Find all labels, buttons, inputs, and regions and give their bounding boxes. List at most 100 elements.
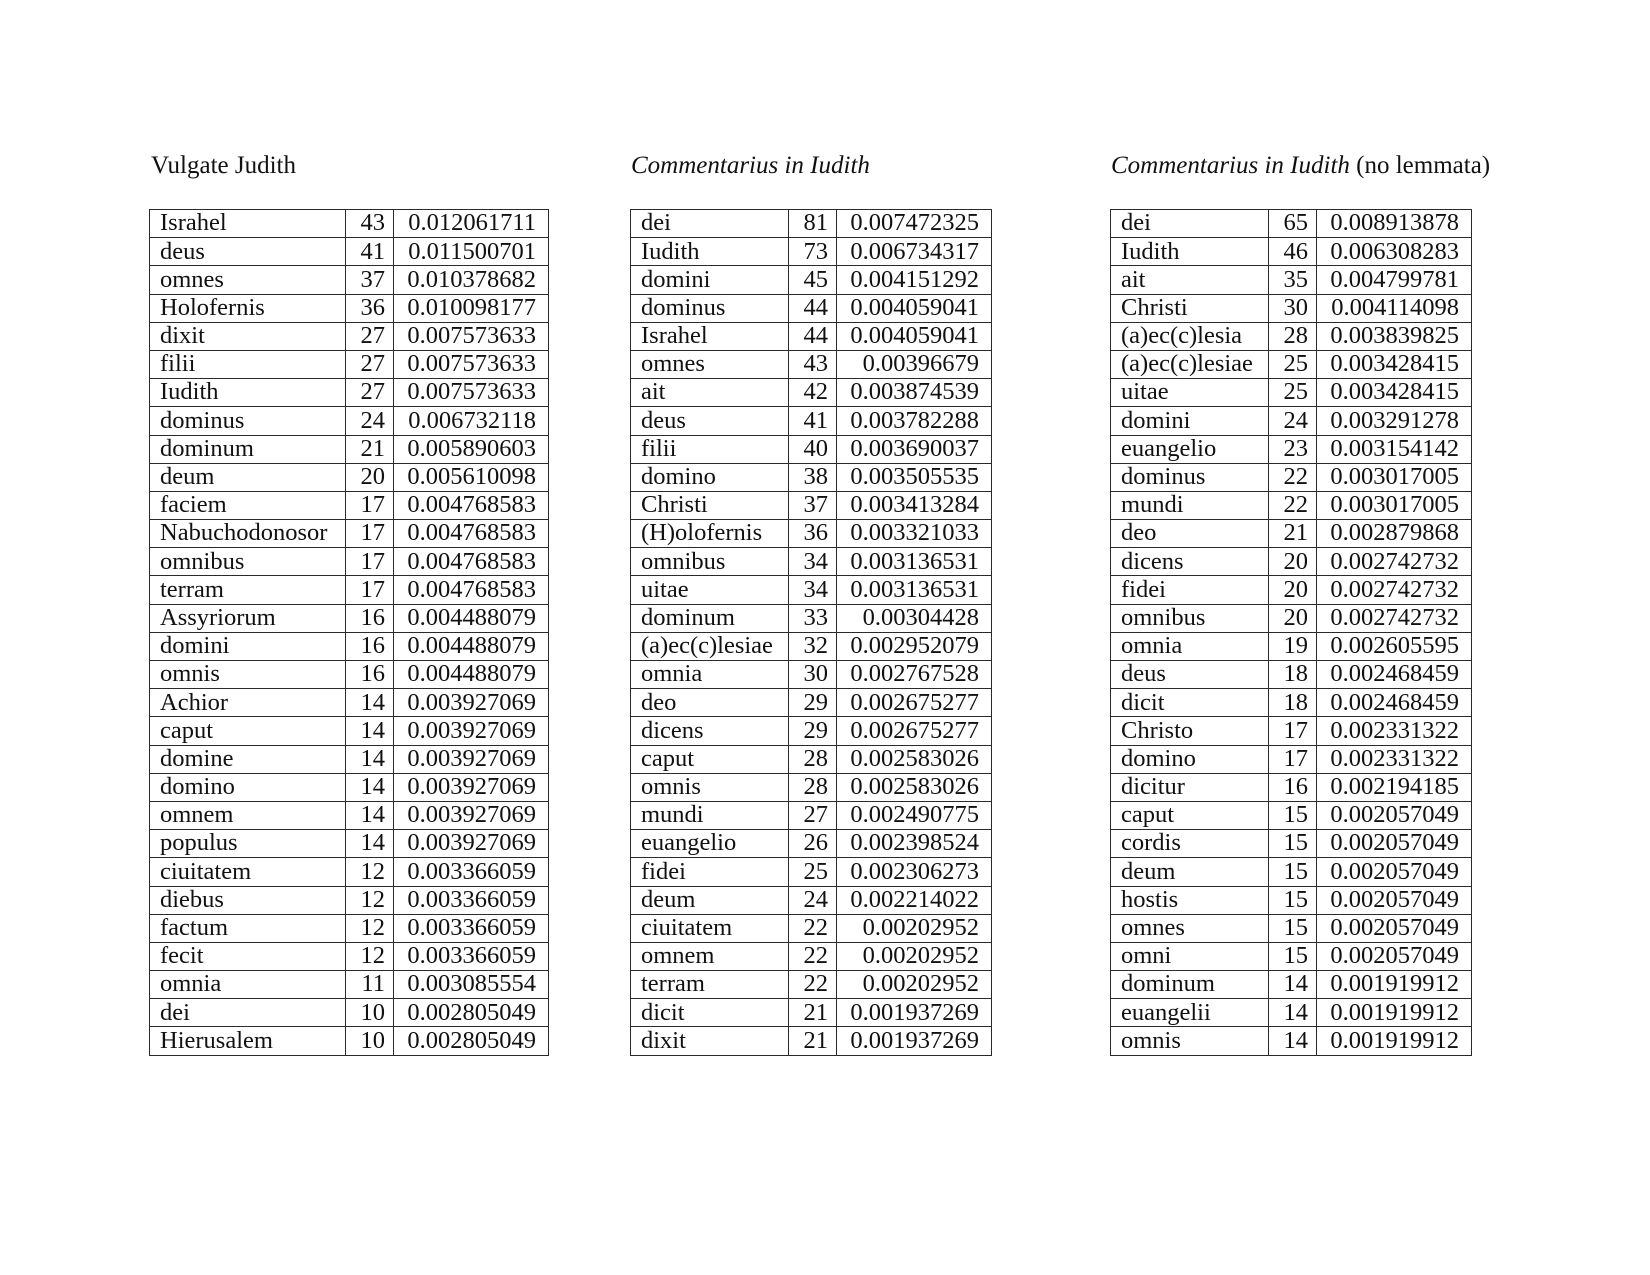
word-cell: Israhel <box>149 208 346 239</box>
frequency-cell: 0.003927069 <box>393 772 549 802</box>
frequency-cell: 0.003927069 <box>393 744 549 774</box>
frequency-cell: 0.007573633 <box>393 349 549 380</box>
frequency-cell: 0.003017005 <box>1316 490 1472 521</box>
word-cell: omnem <box>149 800 346 831</box>
table-row: omni 15 0.002057049 <box>1110 941 1472 972</box>
table-row: deo 21 0.002879868 <box>1110 519 1472 549</box>
count-cell: 44 <box>788 321 837 351</box>
count-cell: 32 <box>788 631 837 662</box>
count-cell: 42 <box>788 378 837 408</box>
count-cell: 33 <box>788 603 837 633</box>
frequency-cell: 0.003366059 <box>393 941 549 972</box>
frequency-cell: 0.011500701 <box>393 237 549 267</box>
word-cell: filii <box>149 349 346 380</box>
frequency-cell: 0.003291278 <box>1316 406 1472 436</box>
frequency-cell: 0.007573633 <box>393 378 549 408</box>
frequency-cell: 0.002675277 <box>836 688 992 718</box>
table-row: ciuitatem 22 0.00202952 <box>630 913 992 943</box>
word-cell: dominus <box>630 293 789 323</box>
word-cell: diebus <box>149 885 346 915</box>
word-cell: omni <box>1110 941 1269 972</box>
count-cell: 37 <box>345 265 394 295</box>
word-cell: faciem <box>149 490 346 521</box>
frequency-cell: 0.004488079 <box>393 603 549 633</box>
count-cell: 18 <box>1268 659 1317 690</box>
table-row: caput 28 0.002583026 <box>630 744 992 774</box>
count-cell: 38 <box>788 462 837 492</box>
frequency-cell: 0.003839825 <box>1316 321 1472 351</box>
table-row: omnis 14 0.001919912 <box>1110 1026 1472 1056</box>
word-cell: deo <box>630 688 789 718</box>
frequency-cell: 0.002057049 <box>1316 800 1472 831</box>
count-cell: 27 <box>345 349 394 380</box>
word-cell: filii <box>630 434 789 464</box>
word-cell: omnis <box>149 659 346 690</box>
frequency-cell: 0.001937269 <box>836 998 992 1028</box>
count-cell: 10 <box>345 998 394 1028</box>
frequency-table-commentarius-no-lemmata: dei 65 0.008913878 Iudith 46 0.006308283 ait 35… <box>1110 208 1472 1056</box>
count-cell: 21 <box>788 1026 837 1056</box>
table-row: Christi 37 0.003413284 <box>630 490 992 521</box>
count-cell: 12 <box>345 913 394 943</box>
table-row: dicens 29 0.002675277 <box>630 716 992 746</box>
count-cell: 34 <box>788 547 837 577</box>
frequency-cell: 0.004768583 <box>393 490 549 521</box>
table-row: deus 18 0.002468459 <box>1110 659 1472 690</box>
count-cell: 15 <box>1268 829 1317 859</box>
frequency-cell: 0.003136531 <box>836 575 992 605</box>
table-row: Iudith 27 0.007573633 <box>149 378 549 408</box>
count-cell: 19 <box>1268 631 1317 662</box>
word-cell: Iudith <box>1110 237 1269 267</box>
count-cell: 65 <box>1268 208 1317 239</box>
word-cell: caput <box>149 716 346 746</box>
word-cell: omnia <box>1110 631 1269 662</box>
table-heading-commentarius-no-lemmata: Commentarius in Iudith (no lemmata) <box>1111 151 1490 181</box>
count-cell: 41 <box>788 406 837 436</box>
table-row: deum 24 0.002214022 <box>630 885 992 915</box>
frequency-cell: 0.002742732 <box>1316 547 1472 577</box>
count-cell: 22 <box>788 913 837 943</box>
count-cell: 17 <box>1268 716 1317 746</box>
frequency-cell: 0.003366059 <box>393 885 549 915</box>
count-cell: 15 <box>1268 941 1317 972</box>
word-cell: caput <box>630 744 789 774</box>
frequency-cell: 0.002675277 <box>836 716 992 746</box>
table-row: filii 27 0.007573633 <box>149 349 549 380</box>
frequency-cell: 0.004151292 <box>836 265 992 295</box>
word-cell: (a)ec(c)lesia <box>1110 321 1269 351</box>
table-row: domini 24 0.003291278 <box>1110 406 1472 436</box>
frequency-cell: 0.004059041 <box>836 293 992 323</box>
frequency-cell: 0.003927069 <box>393 716 549 746</box>
table-row: deo 29 0.002675277 <box>630 688 992 718</box>
word-cell: omnibus <box>149 547 346 577</box>
count-cell: 15 <box>1268 857 1317 887</box>
table-row: omnem 22 0.00202952 <box>630 941 992 972</box>
word-cell: euangelio <box>1110 434 1269 464</box>
word-cell: ait <box>1110 265 1269 295</box>
table-row: euangelio 26 0.002398524 <box>630 829 992 859</box>
frequency-cell: 0.00202952 <box>836 970 992 1000</box>
frequency-cell: 0.012061711 <box>393 208 549 239</box>
table-row: omnia 11 0.003085554 <box>149 970 549 1000</box>
frequency-cell: 0.002331322 <box>1316 744 1472 774</box>
table-row: omnes 37 0.010378682 <box>149 265 549 295</box>
table-row: euangelio 23 0.003154142 <box>1110 434 1472 464</box>
word-cell: dicitur <box>1110 772 1269 802</box>
frequency-cell: 0.002583026 <box>836 744 992 774</box>
word-cell: deo <box>1110 519 1269 549</box>
table-row: fidei 20 0.002742732 <box>1110 575 1472 605</box>
table-row: uitae 25 0.003428415 <box>1110 378 1472 408</box>
table-row: Hierusalem 10 0.002805049 <box>149 1026 549 1056</box>
word-cell: hostis <box>1110 885 1269 915</box>
frequency-cell: 0.004768583 <box>393 519 549 549</box>
table-row: omnis 28 0.002583026 <box>630 772 992 802</box>
frequency-cell: 0.006308283 <box>1316 237 1472 267</box>
count-cell: 18 <box>1268 688 1317 718</box>
word-cell: Christo <box>1110 716 1269 746</box>
frequency-cell: 0.003428415 <box>1316 378 1472 408</box>
count-cell: 12 <box>345 941 394 972</box>
table-row: dicit 18 0.002468459 <box>1110 688 1472 718</box>
count-cell: 15 <box>1268 885 1317 915</box>
count-cell: 30 <box>788 659 837 690</box>
count-cell: 14 <box>345 772 394 802</box>
